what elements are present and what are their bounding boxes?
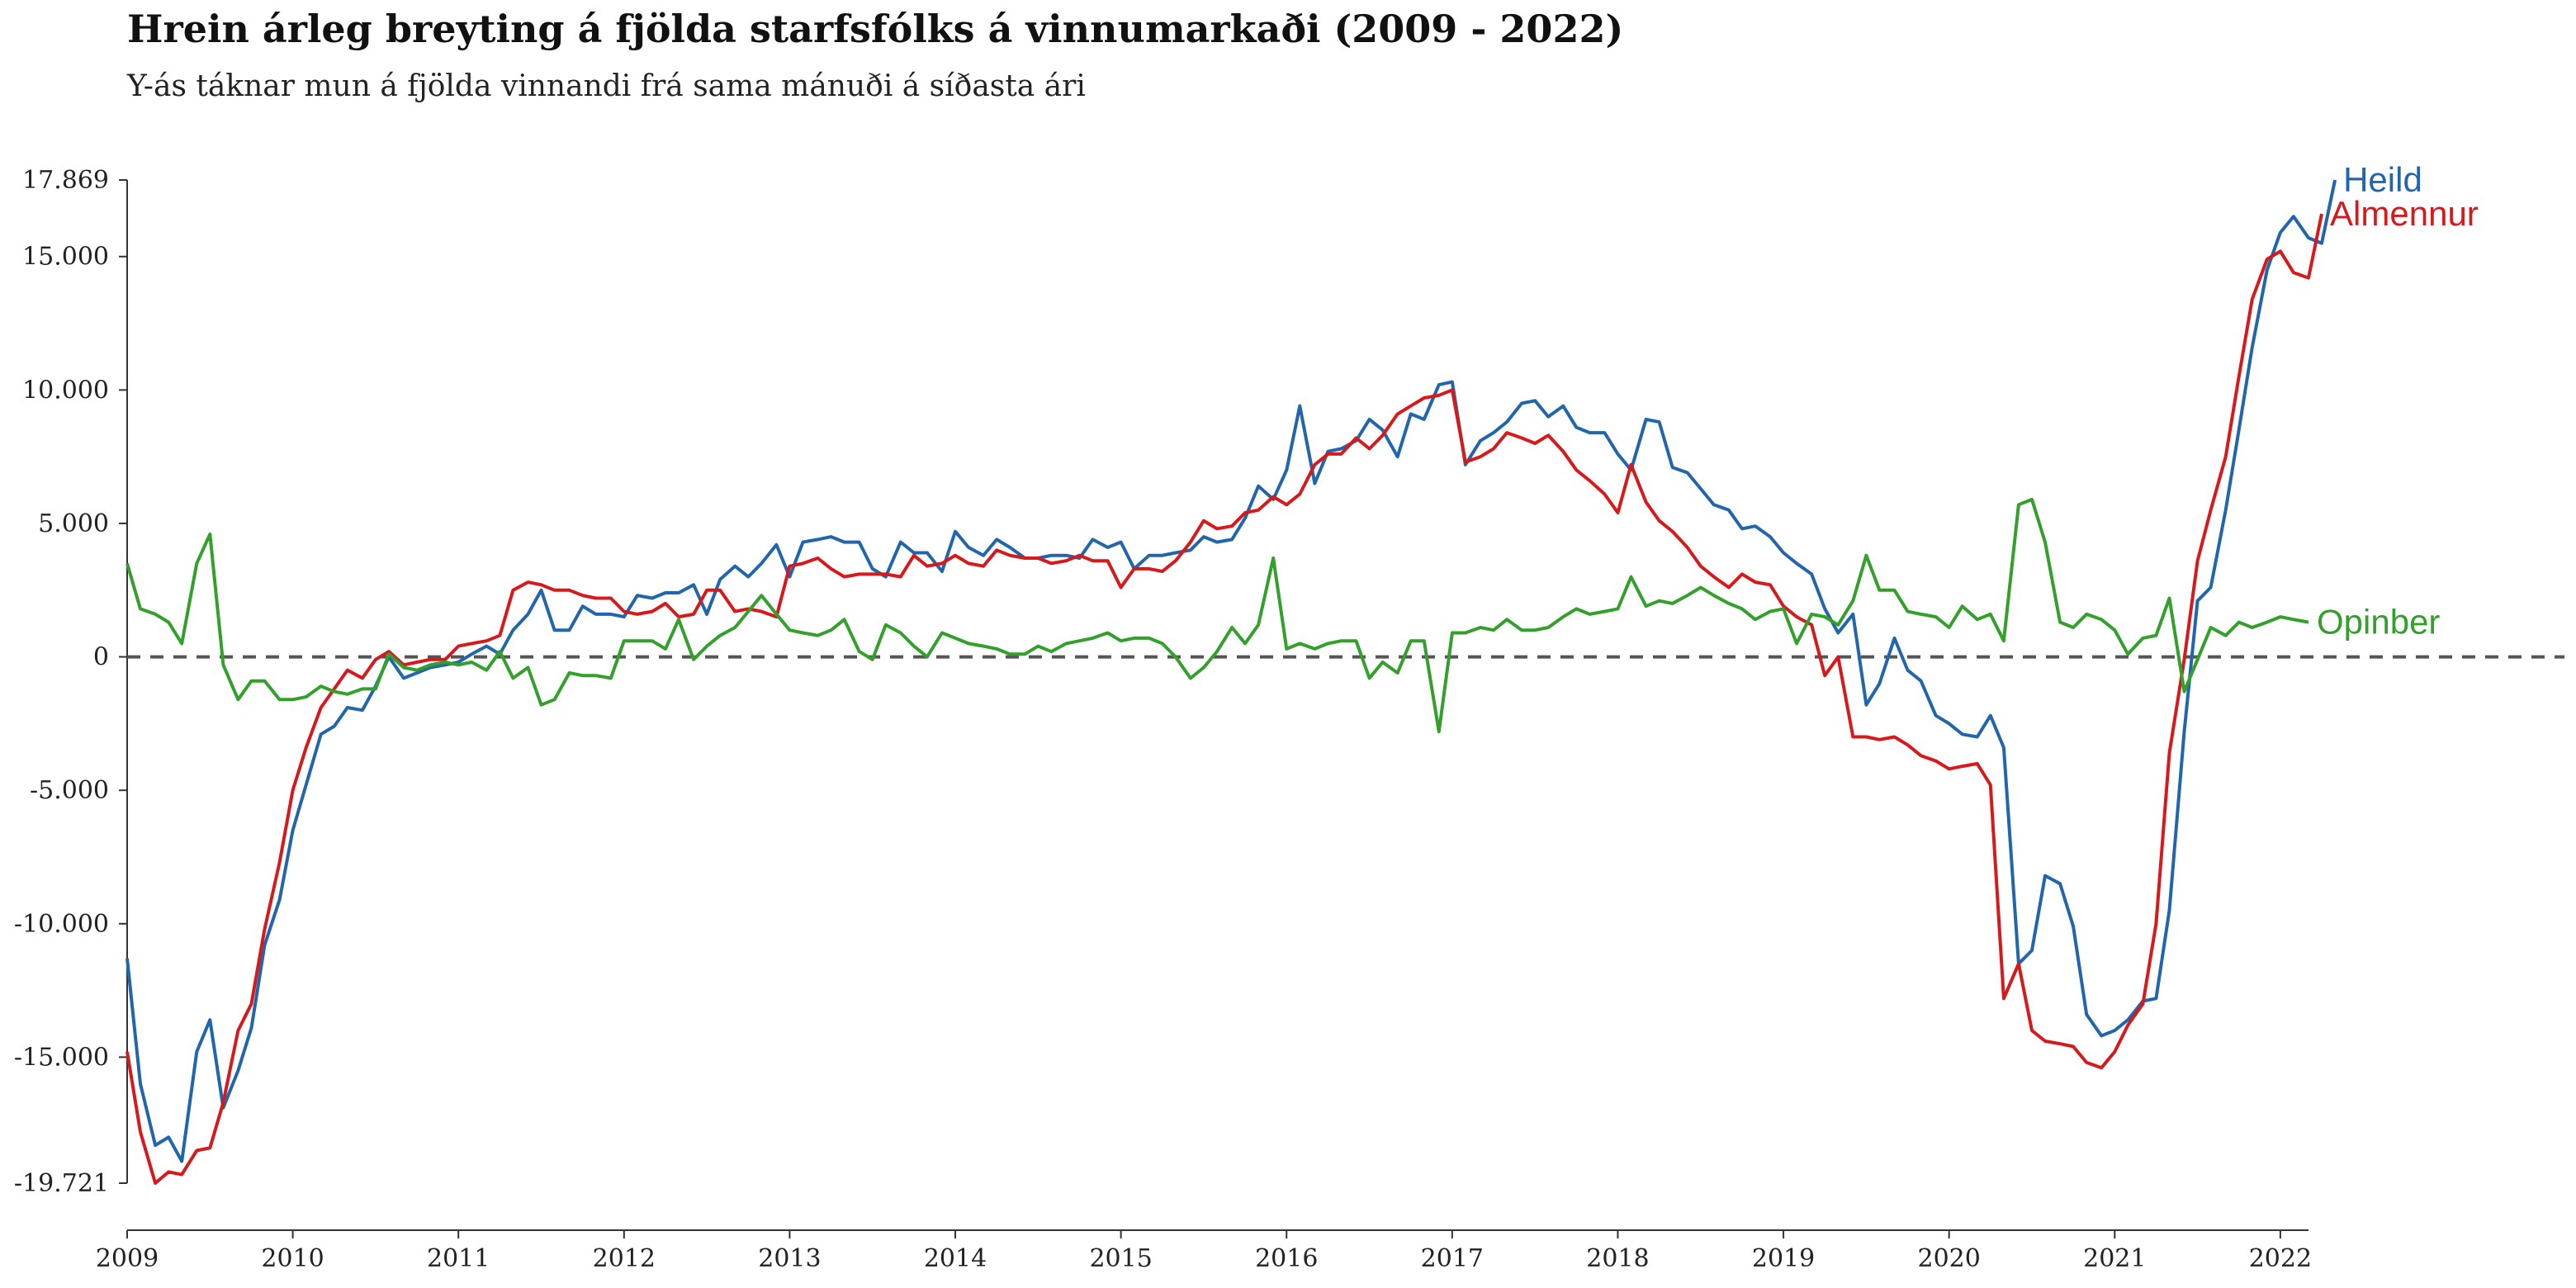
- y-tick-label: -15.000: [14, 1043, 109, 1072]
- y-tick-label: 17.869: [22, 166, 109, 195]
- x-tick-label: 2012: [593, 1244, 656, 1273]
- series-label-almennur: Almennur: [2330, 194, 2479, 233]
- series-line-almennur: [125, 213, 2323, 1185]
- y-tick-label: 15.000: [22, 243, 109, 272]
- x-tick-label: 2011: [427, 1244, 490, 1273]
- x-tick-label: 2009: [96, 1244, 159, 1273]
- series-label-heild: Heild: [2343, 160, 2422, 199]
- y-axis: -19.721 -15.000 -10.000 -5.000 0 5.000 10.000 1…: [14, 166, 128, 1198]
- y-tick-label: -5.000: [30, 776, 109, 805]
- y-tick-label: -10.000: [14, 910, 109, 939]
- x-tick-label: 2013: [758, 1244, 821, 1273]
- y-tick-label: 10.000: [22, 376, 109, 405]
- series-line-opinber: [125, 497, 2309, 734]
- series-line-heild: [125, 179, 2337, 1163]
- x-tick-label: 2022: [2249, 1244, 2312, 1273]
- x-tick-label: 2016: [1255, 1244, 1318, 1273]
- x-tick-label: 2018: [1586, 1244, 1649, 1273]
- x-tick-label: 2014: [924, 1244, 987, 1273]
- x-tick-label: 2015: [1089, 1244, 1152, 1273]
- x-tick-label: 2021: [2083, 1244, 2146, 1273]
- chart-subtitle: Y-ás táknar mun á fjölda vinnandi frá sa…: [127, 69, 1086, 103]
- x-tick-label: 2020: [1918, 1244, 1981, 1273]
- series-label-opinber: Opinber: [2317, 603, 2440, 642]
- y-tick-label: 5.000: [38, 509, 109, 538]
- series-lines: [125, 179, 2337, 1185]
- x-tick-label: 2017: [1421, 1244, 1484, 1273]
- y-tick-label: 0: [93, 643, 109, 672]
- x-tick-label: 2010: [261, 1244, 324, 1273]
- y-tick-label: -19.721: [14, 1169, 109, 1198]
- x-axis: 2009 2010 2011 2012 2013 2014 2015 2016 2017 2018…: [96, 1229, 2312, 1273]
- chart-title: Hrein árleg breyting á fjölda starfsfólk…: [127, 7, 1624, 51]
- x-tick-label: 2019: [1752, 1244, 1815, 1273]
